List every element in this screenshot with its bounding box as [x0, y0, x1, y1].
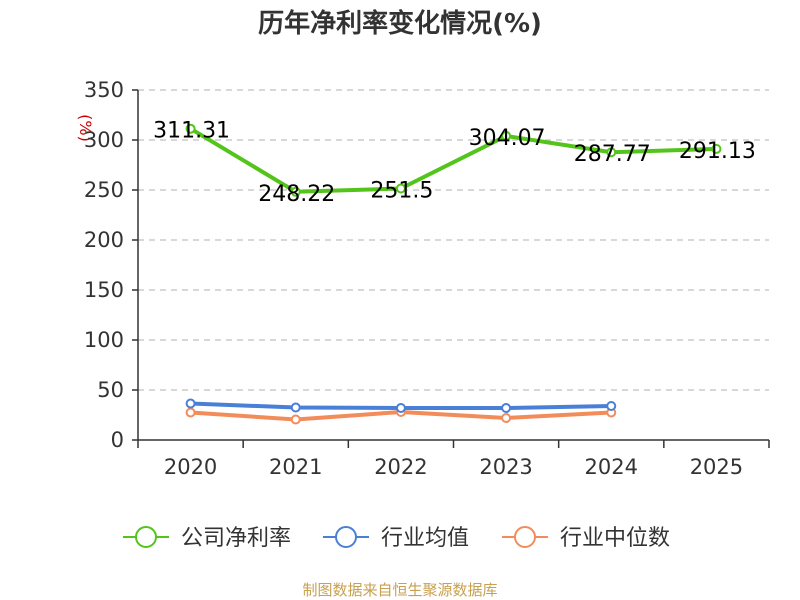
- legend-label: 行业均值: [381, 526, 469, 551]
- data-label: 251.5: [370, 179, 433, 204]
- data-label: 248.22: [258, 182, 335, 207]
- legend-label: 行业中位数: [560, 526, 670, 551]
- legend-marker: [135, 526, 157, 548]
- data-point: [185, 407, 196, 418]
- y-tick-label: 250: [84, 178, 124, 202]
- x-tick-label: 2023: [479, 455, 532, 479]
- data-label: 291.13: [679, 139, 756, 164]
- y-tick-label: 200: [84, 228, 124, 252]
- series-layer: [185, 123, 722, 425]
- y-tick-label: 150: [84, 278, 124, 302]
- legend-item[interactable]: 行业中位数: [502, 526, 670, 551]
- source-note: 制图数据来自恒生聚源数据库: [302, 581, 497, 599]
- x-tick-label: 2022: [374, 455, 427, 479]
- legend-item[interactable]: 行业均值: [323, 526, 469, 551]
- data-label: 311.31: [153, 119, 230, 144]
- grid-lines: [138, 89, 769, 391]
- data-label: 287.77: [574, 142, 651, 167]
- y-tick-label: 300: [84, 128, 124, 152]
- data-point: [606, 401, 617, 411]
- legend-item[interactable]: 公司净利率: [123, 526, 291, 551]
- legend: 公司净利率 行业均值 行业中位数: [123, 526, 670, 551]
- legend-label: 公司净利率: [181, 526, 291, 551]
- y-tick-label: 50: [97, 378, 124, 402]
- data-point: [501, 413, 512, 423]
- x-tick-label: 2021: [269, 455, 322, 479]
- y-tick-label: 350: [84, 78, 124, 102]
- axes: 0 50 100 150 200 250 300 350 2020 2021 2022 2023 202…: [84, 78, 770, 479]
- x-tick-label: 2025: [690, 455, 743, 479]
- data-point: [501, 403, 512, 413]
- data-point: [711, 143, 722, 154]
- x-tick-label: 2020: [164, 455, 217, 479]
- series-line: [189, 126, 717, 194]
- data-labels: 311.31 248.22 251.5 304.07 287.77 291.13: [153, 119, 756, 207]
- legend-marker: [514, 526, 536, 548]
- data-point: [395, 183, 406, 194]
- data-point: [606, 147, 617, 158]
- data-point: [290, 186, 301, 197]
- data-point: [290, 414, 301, 425]
- data-point: [185, 123, 196, 134]
- chart-title: 历年净利率变化情况(%): [258, 8, 542, 39]
- x-tick-label: 2024: [585, 455, 638, 479]
- data-point: [501, 130, 512, 141]
- y-tick-label: 100: [84, 328, 124, 352]
- data-point: [395, 403, 406, 413]
- legend-marker: [335, 526, 357, 548]
- y-unit-label: (%): [76, 114, 95, 142]
- data-label: 304.07: [469, 126, 546, 151]
- data-point: [290, 402, 301, 413]
- y-tick-label: 0: [111, 428, 124, 452]
- data-point: [185, 398, 196, 409]
